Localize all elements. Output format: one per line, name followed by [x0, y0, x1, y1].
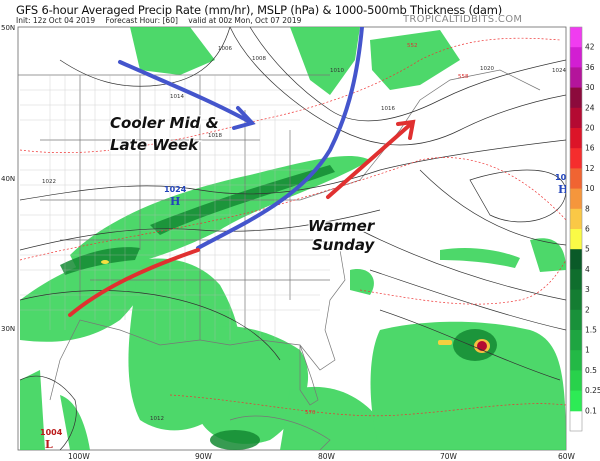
- colorbar-swatch: [570, 289, 582, 311]
- isobar-label: 1018: [208, 133, 222, 139]
- lon-label: 90W: [195, 452, 213, 461]
- isobar-label: 1016: [381, 106, 395, 112]
- borders: [18, 69, 541, 450]
- pressure-value: 103: [555, 173, 572, 182]
- lat-label: 30N: [1, 325, 15, 333]
- colorbar-swatch: [570, 390, 582, 412]
- annotation-cooler-line2: Late Week: [110, 136, 199, 154]
- thickness-label: 552: [407, 43, 418, 49]
- valid-time: valid at 00z Mon, Oct 07 2019: [188, 16, 302, 25]
- high-icon: H: [558, 183, 568, 196]
- colorbar-label: 10: [585, 184, 595, 193]
- isobar-label: 1014: [170, 94, 184, 100]
- isobar-label: 1022: [42, 179, 56, 185]
- colorbar-label: 36: [585, 63, 595, 72]
- isobar-label: 1024: [552, 68, 566, 74]
- colorbar-label: 42: [585, 43, 595, 52]
- colorbar-frame: [569, 26, 583, 432]
- colorbar-swatch: [570, 67, 582, 89]
- colorbar-label: 1.5: [585, 326, 597, 335]
- colorbar-label: 30: [585, 83, 595, 92]
- high-pressure-center: 103 H: [555, 173, 572, 196]
- pressure-value: 1024: [164, 185, 187, 194]
- annotation-cooler-line1: Cooler Mid &: [110, 114, 219, 132]
- colorbar-swatch: [570, 229, 582, 250]
- watermark: TROPICALTIDBITS.COM: [403, 14, 523, 25]
- colorbar-label: 4: [585, 265, 590, 274]
- colorbar-label: 5: [585, 245, 590, 254]
- colorbar-label: 6: [585, 225, 590, 234]
- isobar-label: 1012: [150, 416, 164, 422]
- isobar-labels: 1006 1008 1010 1014 1016 1018 1020 1022 …: [42, 43, 566, 422]
- thickness-label: 570: [305, 410, 316, 416]
- isobar-label: 1006: [218, 46, 232, 52]
- colorbar-label: 0.25: [585, 386, 600, 395]
- colorbar-swatch: [570, 269, 582, 291]
- lon-label: 70W: [440, 452, 458, 461]
- precip-areas: [20, 27, 566, 450]
- colorbar-swatch: [570, 27, 582, 48]
- colorbar-swatch: [570, 350, 582, 371]
- thickness-lines: [19, 37, 566, 417]
- warm-front-arrows: [68, 119, 416, 317]
- colorbar-label: 2: [585, 305, 590, 314]
- warm-front-line: [68, 248, 200, 317]
- map-subtitle: Init: 12z Oct 04 2019 Forecast Hour: [60…: [16, 16, 309, 25]
- colorbar-swatch: [570, 330, 582, 351]
- colorbar-label: 20: [585, 124, 595, 133]
- forecast-hour: Forecast Hour: [60]: [105, 16, 178, 25]
- precip-intense: [101, 260, 490, 353]
- lat-label: 50N: [1, 24, 15, 32]
- colorbar-swatch: [570, 249, 582, 270]
- colorbar-label: 0.1: [585, 406, 597, 415]
- arrow-head-icon: [396, 119, 416, 140]
- county-grid: [20, 75, 330, 340]
- cold-front-line: [196, 27, 364, 250]
- thickness-label: 558: [458, 74, 469, 80]
- colorbar-swatch: [570, 107, 582, 129]
- pressure-value: 1004: [40, 428, 63, 437]
- high-pressure-center: 1024 H: [164, 185, 187, 208]
- colorbar-swatch: [570, 309, 582, 331]
- lon-label: 80W: [318, 452, 336, 461]
- colorbar-swatch: [570, 188, 582, 210]
- colorbar-swatch: [570, 370, 582, 392]
- colorbar-label: 0.5: [585, 366, 597, 375]
- isobar-label: 1020: [480, 66, 494, 72]
- colorbar-label: 24: [585, 103, 595, 112]
- init-time: Init: 12z Oct 04 2019: [16, 16, 96, 25]
- high-icon: H: [170, 195, 180, 208]
- isobar-label: 1010: [330, 68, 344, 74]
- colorbar-swatch: [570, 87, 582, 109]
- colorbar-label: 16: [585, 144, 595, 153]
- cooler-arrow: [118, 60, 252, 124]
- lat-label: 40N: [1, 175, 15, 183]
- colorbar-swatch: [570, 148, 582, 169]
- colorbar-label: 12: [585, 164, 595, 173]
- colorbar-swatch: [570, 128, 582, 149]
- arrow-head-icon: [232, 106, 256, 130]
- annotation-warmer-line2: Sunday: [312, 236, 376, 254]
- colorbar-label: 1: [585, 346, 590, 355]
- cold-front-arrows: [118, 27, 364, 250]
- isobar-label: 1008: [252, 56, 266, 62]
- colorbar-swatch: [570, 208, 582, 230]
- precip-colorbar: 42 36 30 24 20 16 12 10 8 6 5 4 3 2 1.5 1 0.5 0.25 0.1: [569, 26, 600, 432]
- low-pressure-center: 1004 L: [40, 428, 63, 451]
- colorbar-label: 8: [585, 204, 590, 213]
- warmer-arrow: [326, 121, 414, 199]
- low-icon: L: [45, 438, 53, 451]
- colorbar-swatch: [570, 47, 582, 68]
- annotation-warmer-line1: Warmer: [308, 217, 376, 235]
- colorbar-swatch: [570, 168, 582, 190]
- map-title: GFS 6-hour Averaged Precip Rate (mm/hr),…: [16, 3, 503, 17]
- lon-label: 100W: [68, 452, 90, 461]
- colorbar-label: 3: [585, 285, 590, 294]
- lon-label: 60W: [558, 452, 576, 461]
